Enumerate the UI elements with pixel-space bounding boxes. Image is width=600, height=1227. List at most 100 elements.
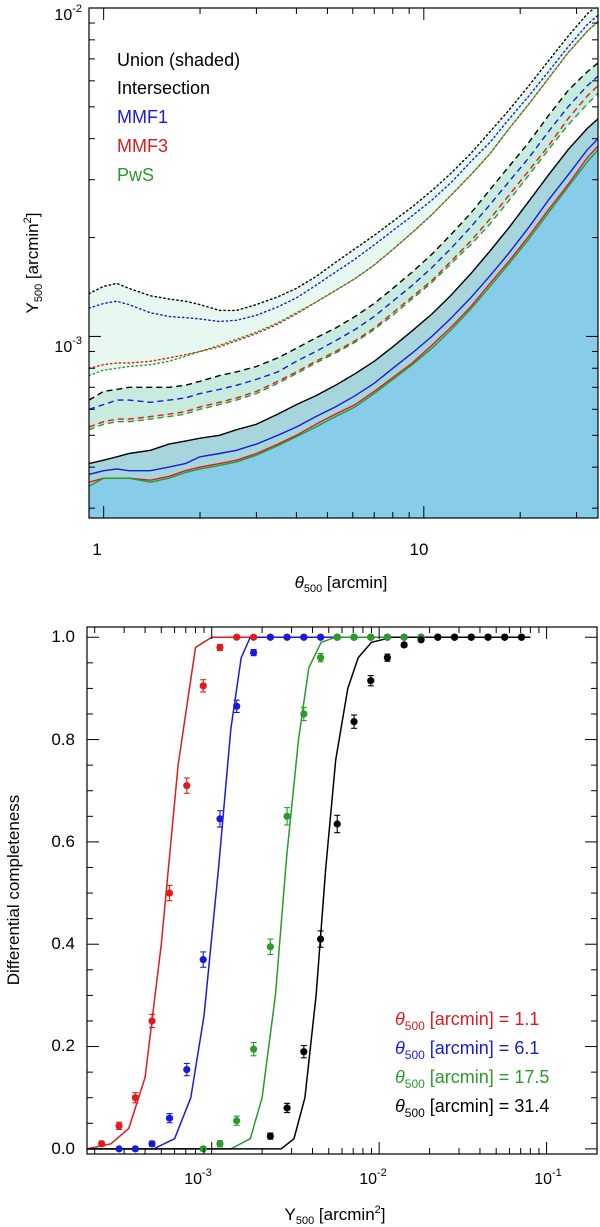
data-point [467,633,475,641]
data-point [484,633,492,641]
top-y-tick-labels: 10-3 10-2 [54,3,82,356]
line-intersection-dashed [89,62,598,401]
bottom-y-tick-label: 1.0 [51,627,75,646]
data-point [266,633,274,641]
data-point [383,633,391,641]
legend-pws: PwS [117,165,154,185]
bottom-x-tick-label: 10-1 [534,1167,562,1188]
data-point [199,682,207,690]
bottom-plot-frame [86,626,598,1155]
top-y-tick-label: 10-2 [54,3,82,24]
legend-theta-31-4: θ500 [arcmin] = 31.4 [395,1096,549,1120]
data-point [434,633,442,641]
bottom-y-tick-label: 0.4 [51,934,75,953]
data-point [300,710,308,718]
data-point [183,782,191,790]
top-shaded-bands [89,8,598,518]
line-mmf3-solid [89,145,598,483]
data-point [283,812,291,820]
model-curve-500-6-1 [87,636,531,1150]
data-point [333,820,341,828]
data-point [131,1145,139,1153]
data-point [417,636,425,644]
bottom-data-points [97,633,526,1153]
data-point [165,889,174,897]
legend-theta-1-1: θ500 [arcmin] = 1.1 [395,1009,539,1033]
bottom-x-tick-label: 10-3 [184,1167,212,1188]
band-union-dashed [89,63,598,430]
top-x-tick-label: 1 [92,540,101,559]
data-point [97,1140,106,1148]
data-point [250,1045,258,1053]
line-pws-dashed [89,92,598,431]
data-point [216,643,224,652]
bottom-y-tick-label: 0.0 [51,1139,75,1158]
bottom-y-axis-label: Differential completeness [4,795,23,986]
bottom-y-tick-label: 0.8 [51,730,75,749]
data-point [115,1145,123,1153]
top-panel-limits-vs-size: 1 10 10-3 10-2 θ500 [arcmin] Y500 [arcmi… [22,3,599,595]
data-point [300,633,308,641]
top-x-tick-labels: 1 10 [92,540,428,559]
data-point [183,1065,191,1074]
data-point [316,633,325,641]
data-point [333,633,341,641]
legend-theta-17-5: θ500 [arcmin] = 17.5 [395,1067,549,1091]
model-curve-500-31-4 [87,636,531,1150]
data-point [367,677,375,685]
data-point [233,702,241,710]
top-series-lines [89,8,598,487]
data-point [233,1117,241,1125]
data-point [350,633,358,641]
line-mmf1-solid [89,138,598,476]
top-x-tick-label: 10 [410,540,429,559]
data-point [148,1017,156,1025]
bottom-y-tick-labels: 0.0 0.2 0.4 0.6 0.8 1.0 [51,627,75,1158]
line-mmf3-dotted [89,20,598,369]
line-intersection-dotted [89,8,596,312]
data-point [283,1104,291,1112]
data-point [501,633,509,641]
legend-intersection: Intersection [117,78,210,98]
data-point [131,1094,139,1102]
bottom-y-tick-label: 0.2 [51,1036,75,1055]
top-legend: Union (shaded) Intersection MMF1 MMF3 Pw… [117,50,240,185]
data-point [233,633,241,641]
top-x-axis-label: θ500 [arcmin] [295,573,388,595]
line-pws-dotted [89,20,598,377]
bottom-legend: θ500 [arcmin] = 1.1 θ500 [arcmin] = 6.1 … [395,1009,549,1120]
data-point [266,943,274,951]
legend-mmf1: MMF1 [117,107,168,127]
legend-theta-6-1: θ500 [arcmin] = 6.1 [395,1038,539,1062]
data-point [148,1140,156,1148]
data-point [400,633,408,641]
top-y-axis-label: Y500 [arcmin2] [22,212,45,313]
bottom-x-axis-label: Y500 [arcmin2] [284,1204,385,1227]
legend-union: Union (shaded) [117,50,240,70]
data-point [300,1048,308,1056]
line-intersection-solid [89,118,598,465]
data-point [199,1145,207,1153]
data-point [216,815,224,823]
bottom-y-tick-label: 0.6 [51,832,75,851]
data-point [367,633,375,641]
data-point [165,1114,174,1122]
data-point [316,654,325,662]
data-point [517,633,526,641]
data-point [383,654,391,662]
data-point [250,648,258,657]
data-point [316,935,325,943]
bottom-x-tick-label: 10-2 [359,1167,387,1188]
band-union-base [89,146,598,518]
data-point [450,633,459,641]
data-point [250,633,258,641]
data-point [199,955,207,964]
bottom-panel-completeness: 0.0 0.2 0.4 0.6 0.8 1.0 10-3 10-2 10-1 Y… [4,626,598,1227]
bottom-x-tick-labels: 10-3 10-2 10-1 [184,1167,562,1188]
data-point [266,1132,274,1140]
band-union-dotted [89,8,598,376]
data-point [400,641,408,649]
line-mmf3-dashed [89,85,598,428]
top-y-tick-label: 10-3 [54,335,82,356]
top-plot-frame [88,7,599,519]
